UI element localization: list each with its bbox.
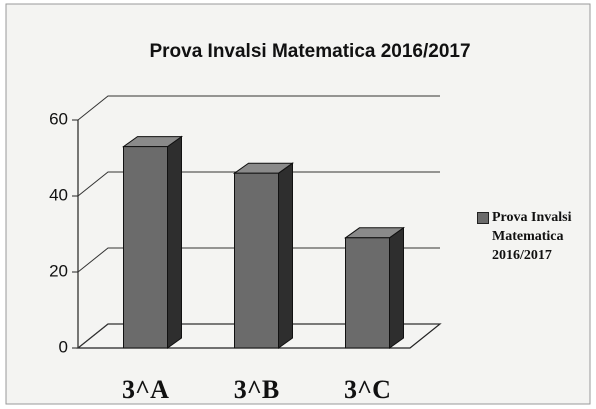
x-tick-label: 3^A: [122, 375, 169, 404]
y-tick-label: 20: [49, 261, 68, 280]
bar-side: [167, 135, 182, 349]
grid-line: [77, 95, 440, 121]
bar: [123, 146, 168, 349]
bar: [345, 237, 390, 349]
bar-side: [389, 226, 404, 349]
x-tick-label: 3^B: [234, 375, 279, 404]
x-tick-label: 3^C: [344, 375, 391, 404]
chart-title: Prova Invalsi Matematica 2016/2017: [149, 41, 470, 62]
bar-side: [278, 162, 293, 349]
bar: [234, 172, 279, 349]
legend-label: Prova Invalsi Matematica 2016/2017: [492, 210, 572, 263]
grid-line: [77, 247, 440, 273]
legend-swatch: [477, 212, 489, 224]
grid-line: [77, 171, 440, 197]
y-tick-label: 60: [49, 109, 68, 128]
y-tick-label: 40: [49, 185, 68, 204]
y-tick-label: 0: [59, 337, 68, 356]
chart-frame: [5, 3, 591, 405]
grid-line: [77, 323, 440, 349]
legend: Prova Invalsi Matematica 2016/2017: [477, 208, 572, 265]
